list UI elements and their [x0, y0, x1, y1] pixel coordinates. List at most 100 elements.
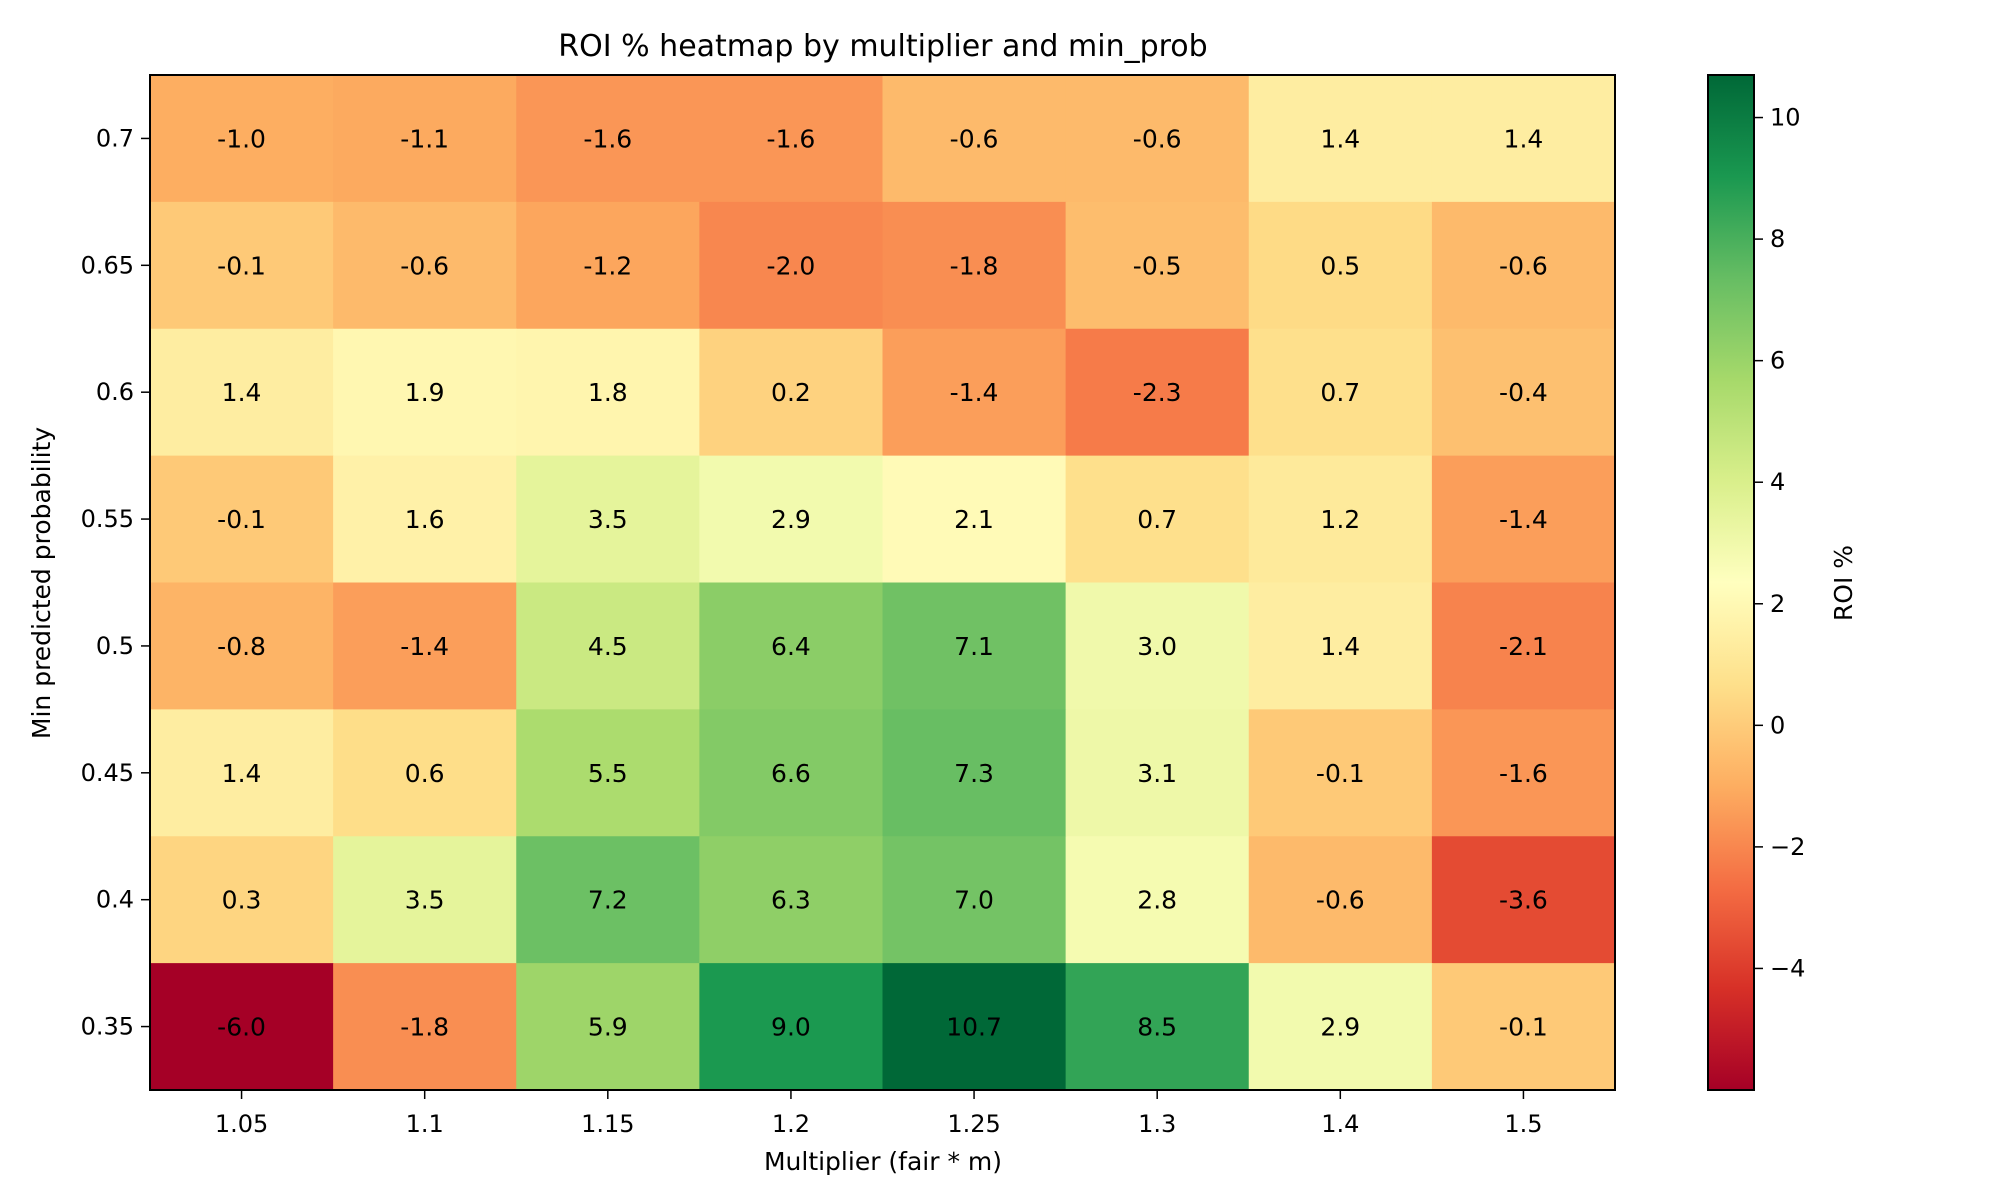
y-tick-label: 0.45 — [81, 759, 134, 787]
cell-value-label: 0.6 — [405, 759, 445, 788]
heatmap-cell — [699, 455, 884, 584]
colorbar-ticks: −4 −2 0 2 4 6 8 10 — [1754, 104, 1805, 982]
cell-value-label: -0.4 — [1499, 378, 1548, 407]
heatmap-cell — [150, 963, 334, 1091]
x-tick-label: 1.25 — [947, 1110, 1000, 1138]
heatmap-cell — [1248, 582, 1433, 710]
heatmap-cell — [150, 455, 334, 584]
cell-value-label: 1.4 — [222, 378, 262, 407]
y-tick-label: 0.65 — [81, 251, 134, 279]
cell-value-label: -0.6 — [1133, 124, 1182, 153]
cell-value-label: 1.9 — [405, 378, 445, 407]
cell-value-label: 6.4 — [771, 632, 811, 661]
heatmap-cell — [150, 836, 334, 964]
cell-value-label: -1.8 — [950, 251, 999, 280]
heatmap-cell — [1431, 582, 1616, 710]
x-axis-label: Multiplier (fair * m) — [764, 1147, 1002, 1176]
cell-value-label: -3.6 — [1499, 886, 1548, 915]
heatmap-cell — [150, 582, 334, 710]
cell-value-label: -1.4 — [1499, 505, 1548, 534]
y-axis-ticks: 0.7 0.65 0.6 0.55 0.5 0.45 0.4 0.35 — [81, 124, 150, 1041]
cell-value-label: -1.6 — [767, 124, 816, 153]
heatmap-cell — [150, 328, 334, 457]
heatmap-cell — [699, 709, 884, 837]
heatmap-cell — [1065, 709, 1250, 837]
cell-value-label: 1.8 — [588, 378, 628, 407]
y-tick-label: 0.6 — [96, 378, 134, 406]
heatmap-cell — [699, 963, 884, 1091]
heatmap-cell — [516, 709, 700, 837]
heatmap-cell — [699, 75, 884, 203]
plot-frame — [149, 74, 1616, 1091]
colorbar-label: ROI % — [1829, 545, 1858, 621]
heatmap-cell — [882, 75, 1067, 203]
colorbar-tick-label: 4 — [1770, 468, 1785, 496]
cell-value-label: -1.1 — [400, 124, 449, 153]
heatmap-cell — [1431, 201, 1616, 330]
cell-value-label: -1.6 — [583, 124, 632, 153]
heatmap-cell — [882, 836, 1067, 964]
heatmap-cell — [1248, 709, 1433, 837]
cell-value-label: 6.3 — [771, 886, 811, 915]
heatmap-cell — [882, 328, 1067, 457]
cell-value-label: 4.5 — [588, 632, 628, 661]
x-tick-label: 1.3 — [1138, 1110, 1176, 1138]
heatmap-cell — [333, 836, 517, 964]
cell-value-label: 5.9 — [588, 1013, 628, 1042]
heatmap-cell — [333, 201, 517, 330]
cell-value-label: 1.4 — [1504, 124, 1544, 153]
colorbar-tick-label: −2 — [1770, 833, 1805, 861]
heatmap-cell — [333, 709, 517, 837]
heatmap-cell — [333, 963, 517, 1091]
cell-value-label: 0.5 — [1320, 251, 1360, 280]
heatmap-cell — [882, 963, 1067, 1091]
heatmap-cell — [1065, 455, 1250, 584]
heatmap-cell — [333, 75, 517, 203]
colorbar-tick-label: 2 — [1770, 590, 1785, 618]
cell-value-labels: -1.0 -1.1 -1.6 -1.6 -0.6 -0.6 1.4 1.4 -0.1 -0.6 -1… — [217, 124, 1548, 1041]
heatmap-cell — [1248, 455, 1433, 584]
heatmap-cells — [150, 75, 1616, 1091]
cell-value-label: 0.7 — [1320, 378, 1360, 407]
x-tick-label: 1.15 — [581, 1110, 634, 1138]
heatmap-cell — [150, 201, 334, 330]
heatmap-cell — [516, 582, 700, 710]
cell-value-label: 2.9 — [771, 505, 811, 534]
heatmap-cell — [1065, 963, 1250, 1091]
cell-value-label: 2.1 — [954, 505, 994, 534]
heatmap-cell — [1065, 201, 1250, 330]
cell-value-label: 10.7 — [946, 1013, 1002, 1042]
x-tick-label: 1.1 — [406, 1110, 444, 1138]
cell-value-label: 3.0 — [1137, 632, 1177, 661]
cell-value-label: 6.6 — [771, 759, 811, 788]
heatmap-cell — [516, 836, 700, 964]
x-tick-label: 1.5 — [1504, 1110, 1542, 1138]
heatmap-cell — [1431, 963, 1616, 1091]
cell-value-label: 0.2 — [771, 378, 811, 407]
colorbar-tick-label: 10 — [1770, 104, 1801, 132]
cell-value-label: -0.1 — [217, 251, 266, 280]
cell-value-label: 9.0 — [771, 1013, 811, 1042]
heatmap-cell — [1431, 709, 1616, 837]
y-axis-label: Min predicted probability — [27, 427, 56, 739]
cell-value-label: -0.6 — [1316, 886, 1365, 915]
cell-value-label: -1.6 — [1499, 759, 1548, 788]
heatmap-cell — [699, 328, 884, 457]
cell-value-label: -0.1 — [1499, 1013, 1548, 1042]
heatmap-cell — [1431, 836, 1616, 964]
colorbar — [1707, 74, 1755, 1091]
heatmap-cell — [882, 201, 1067, 330]
cell-value-label: 5.5 — [588, 759, 628, 788]
cell-value-label: -6.0 — [217, 1013, 266, 1042]
x-tick-label: 1.4 — [1321, 1110, 1359, 1138]
cell-value-label: -0.1 — [217, 505, 266, 534]
heatmap-cell — [882, 582, 1067, 710]
cell-value-label: 3.5 — [405, 886, 445, 915]
heatmap-cell — [1065, 75, 1250, 203]
heatmap-cell — [333, 328, 517, 457]
cell-value-label: 8.5 — [1137, 1013, 1177, 1042]
heatmap-cell — [1248, 201, 1433, 330]
cell-value-label: 1.4 — [1320, 632, 1360, 661]
y-tick-label: 0.4 — [96, 886, 134, 914]
